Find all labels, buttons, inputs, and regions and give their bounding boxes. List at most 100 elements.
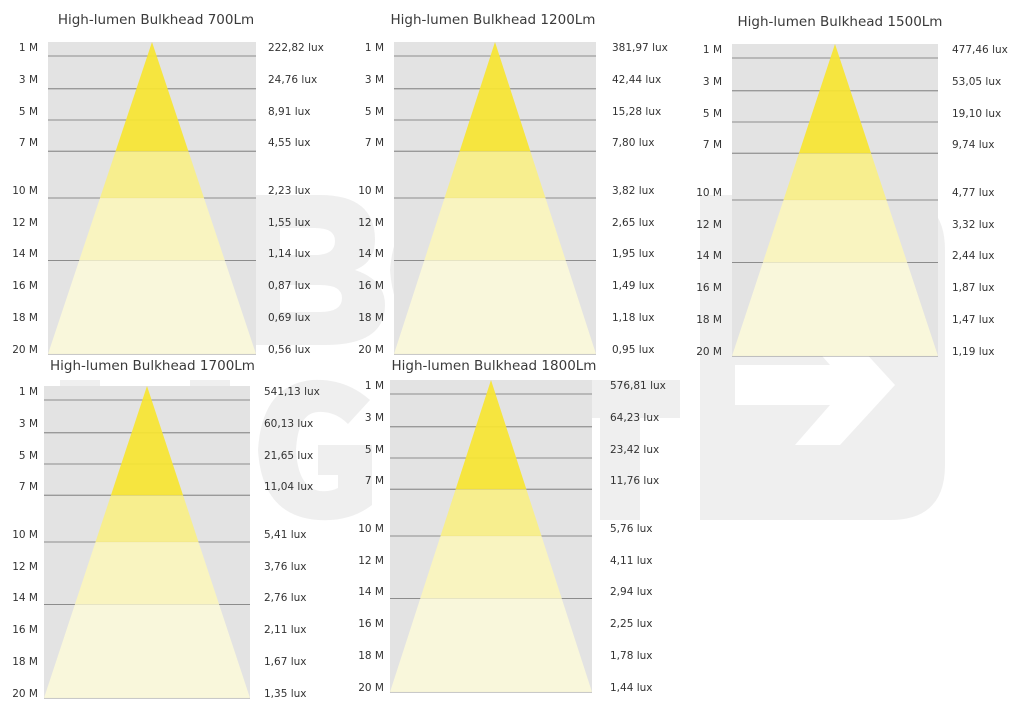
lux-value-label: 1,78 lux [610, 649, 653, 662]
distance-label: 20 M [12, 343, 38, 356]
lux-value-label: 541,13 lux [264, 386, 320, 398]
beam-band [74, 542, 220, 605]
panel-title: High-lumen Bulkhead 1700Lm [50, 358, 255, 374]
lux-value-label: 5,41 lux [264, 528, 307, 541]
distance-label: 7 M [18, 481, 38, 494]
distance-label: 5 M [364, 105, 384, 118]
lux-value-label: 2,76 lux [264, 592, 307, 605]
beam-band [48, 260, 256, 354]
lux-value-label: 23,42 lux [610, 443, 660, 456]
distance-label: 10 M [358, 522, 384, 535]
distance-label: 7 M [364, 475, 384, 488]
lux-value-label: 5,76 lux [610, 522, 653, 535]
beam-diagram [44, 386, 250, 699]
lux-value-label: 53,05 lux [952, 75, 1002, 88]
lux-value-label: 1,95 lux [612, 248, 655, 261]
lux-value-label: 42,44 lux [612, 73, 662, 86]
lux-value-label: 0,95 lux [612, 343, 655, 356]
distance-label: 10 M [12, 528, 38, 541]
beam-diagram [48, 42, 256, 355]
distance-label: 12 M [696, 218, 722, 231]
distance-label: 1 M [364, 42, 384, 54]
lux-value-label: 1,35 lux [264, 687, 307, 700]
distance-label: 1 M [18, 42, 38, 54]
distance-label: 14 M [12, 248, 38, 261]
distance-label: 16 M [358, 280, 384, 293]
lux-value-label: 477,46 lux [952, 44, 1008, 56]
distance-label: 14 M [358, 248, 384, 261]
distance-label: 20 M [358, 681, 384, 694]
beam-band [783, 153, 887, 200]
distance-label: 16 M [12, 280, 38, 293]
panel-title: High-lumen Bulkhead 1800Lm [391, 358, 597, 374]
beam-band [100, 151, 204, 198]
beam-diagram [394, 42, 596, 355]
beam-band [79, 198, 225, 261]
beam-band [420, 536, 562, 599]
distance-label: 14 M [12, 592, 38, 605]
lux-value-label: 1,67 lux [264, 655, 307, 668]
distance-label: 1 M [702, 44, 722, 56]
distance-label: 1 M [18, 386, 38, 398]
lux-value-label: 11,04 lux [264, 481, 314, 494]
beam-band [110, 386, 184, 496]
distance-label: 3 M [18, 417, 38, 430]
distance-label: 5 M [18, 105, 38, 118]
distance-label: 3 M [18, 73, 38, 86]
beam-band [440, 489, 542, 536]
distance-label: 10 M [696, 186, 722, 199]
distance-label: 18 M [358, 311, 384, 324]
distance-label: 12 M [358, 216, 384, 229]
lux-value-label: 1,49 lux [612, 280, 655, 293]
lux-value-label: 1,47 lux [952, 313, 995, 326]
lux-value-label: 4,11 lux [610, 554, 653, 567]
lux-value-label: 7,80 lux [612, 137, 655, 150]
distance-label: 12 M [12, 216, 38, 229]
lux-value-label: 64,23 lux [610, 411, 660, 424]
distance-label: 18 M [358, 649, 384, 662]
lux-value-label: 0,56 lux [268, 343, 311, 356]
lux-value-label: 222,82 lux [268, 42, 324, 54]
panel-title: High-lumen Bulkhead 700Lm [57, 12, 255, 28]
lux-value-label: 2,65 lux [612, 216, 655, 229]
distance-label: 16 M [12, 624, 38, 637]
lux-value-label: 3,32 lux [952, 218, 995, 231]
lux-value-label: 1,19 lux [952, 345, 995, 358]
distance-label: 20 M [12, 687, 38, 700]
lux-value-label: 2,94 lux [610, 586, 653, 599]
beam-band [762, 200, 908, 263]
beam-band [798, 44, 872, 154]
distance-label: 20 M [696, 345, 722, 358]
lux-value-label: 2,44 lux [952, 250, 995, 263]
lux-value-label: 1,14 lux [268, 248, 311, 261]
beam-band [95, 495, 199, 542]
distance-label: 12 M [358, 554, 384, 567]
lux-value-label: 60,13 lux [264, 417, 314, 430]
distance-label: 14 M [358, 586, 384, 599]
lux-value-label: 1,18 lux [612, 311, 655, 324]
beam-band [115, 42, 189, 152]
panel-title: High-lumen Bulkhead 1200Lm [390, 12, 596, 28]
lux-value-label: 11,76 lux [610, 475, 660, 488]
distance-label: 7 M [364, 137, 384, 150]
lux-value-label: 15,28 lux [612, 105, 662, 118]
lux-value-label: 3,82 lux [612, 184, 655, 197]
distance-label: 5 M [18, 449, 38, 462]
lux-value-label: 2,25 lux [610, 618, 653, 631]
beam-band [444, 151, 546, 198]
lux-value-label: 2,11 lux [264, 624, 307, 637]
distance-label: 1 M [364, 380, 384, 392]
beam-band [394, 260, 596, 354]
distance-label: 12 M [12, 560, 38, 573]
beam-band [44, 604, 250, 698]
distance-label: 16 M [358, 618, 384, 631]
lux-value-label: 1,44 lux [610, 681, 653, 694]
distance-label: 18 M [12, 655, 38, 668]
lux-value-label: 576,81 lux [610, 380, 666, 392]
lux-value-label: 0,87 lux [268, 280, 311, 293]
distance-label: 18 M [12, 311, 38, 324]
lux-value-label: 1,55 lux [268, 216, 311, 229]
distance-label: 20 M [358, 343, 384, 356]
beam-band [459, 42, 531, 152]
beam-diagram [732, 44, 938, 357]
